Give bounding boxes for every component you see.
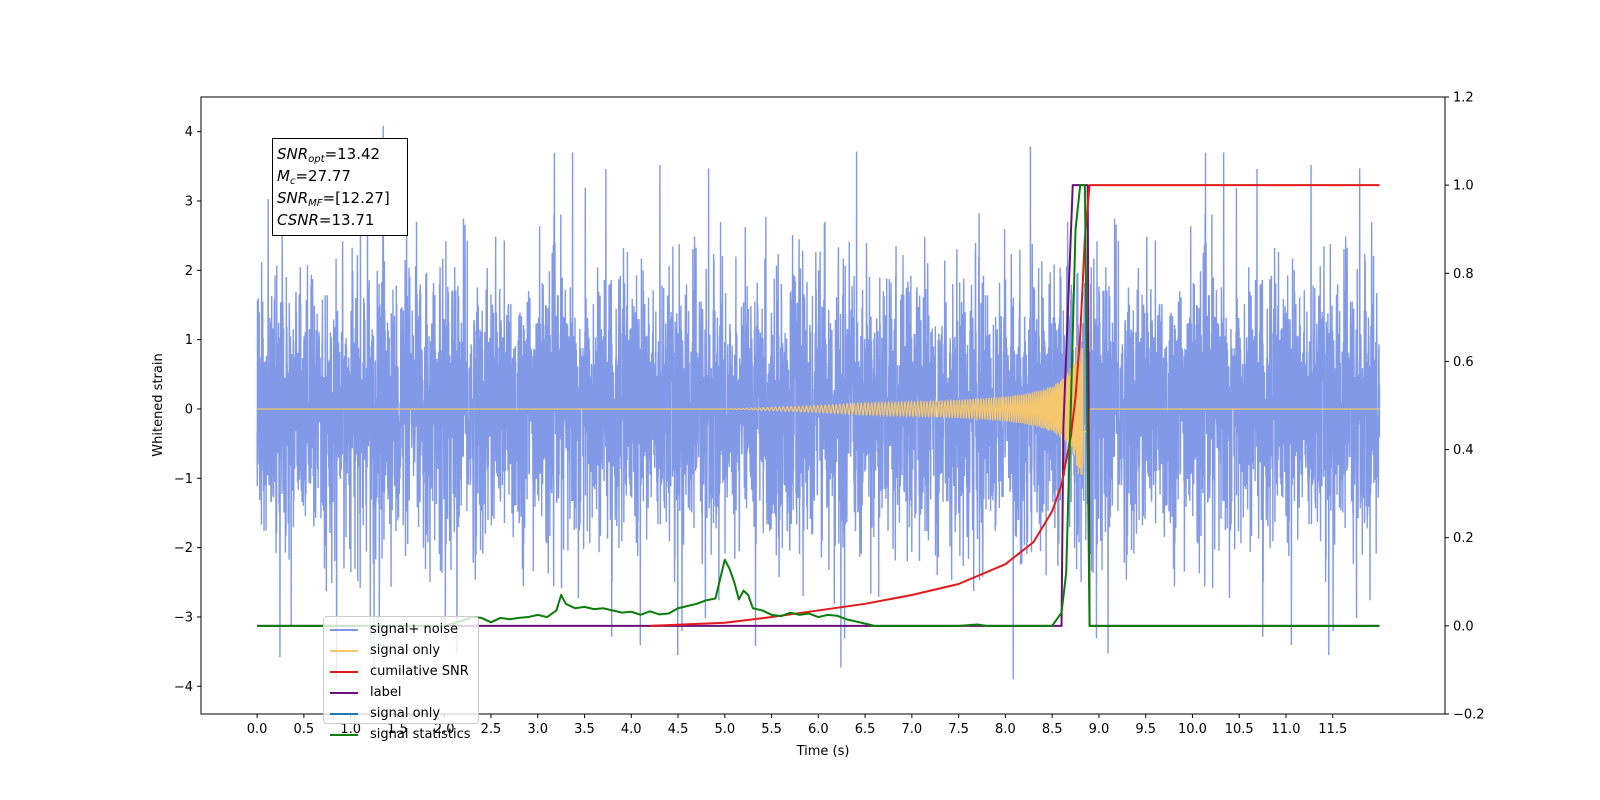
legend-label: cumilative SNR <box>370 664 469 679</box>
x-tick-label: 10.5 <box>1225 722 1254 737</box>
legend-label: signal statistics <box>370 727 471 742</box>
y-tick-label: 0 <box>185 402 193 417</box>
y-tick-label: −3 <box>174 610 193 625</box>
legend-item-label: label <box>330 682 478 703</box>
snr-info-box: SNRopt=13.42 Mc=27.77 SNRMF=[12.27] CSNR… <box>272 138 408 236</box>
series-layer <box>256 125 1381 680</box>
x-tick-label: 4.0 <box>621 722 642 737</box>
snr-mf-value: =[12.27] <box>322 189 390 207</box>
x-tick-label: 5.0 <box>714 722 735 737</box>
legend-item-signal-only-2: signal only <box>330 703 478 724</box>
legend-item-signal-only: signal only <box>330 640 478 661</box>
y-tick-label: −1 <box>174 472 193 487</box>
mc-line: Mc=27.77 <box>277 167 351 187</box>
series-line-signal-statistics <box>257 184 1380 627</box>
legend-label: label <box>370 685 402 700</box>
x-tick-label: 2.5 <box>481 722 502 737</box>
y2-tick-label: 1.2 <box>1453 91 1474 106</box>
x-tick-label: 1.0 <box>340 722 361 737</box>
x-tick-label: 3.0 <box>527 722 548 737</box>
x-tick-label: 11.5 <box>1318 722 1347 737</box>
axes-frame <box>200 96 1446 715</box>
snr-opt-line: SNRopt=13.42 <box>277 145 381 165</box>
y-tick-label: 3 <box>185 194 193 209</box>
x-axis-ticks: 0.0 0.5 1.0 1.5 2.0 2.5 3.0 3.5 4.0 4.5 5.0 5.5 6.0 6… <box>247 714 1347 737</box>
y-tick-label: 2 <box>185 264 193 279</box>
legend-item-signal-statistics: signal statistics <box>330 724 478 745</box>
y2-tick-label: −0.2 <box>1453 708 1485 723</box>
x-axis-label: Time (s) <box>796 744 850 759</box>
x-tick-label: 0.0 <box>247 722 268 737</box>
x-tick-label: 5.5 <box>761 722 782 737</box>
x-tick-label: 3.5 <box>574 722 595 737</box>
y-axis-ticks: 4 3 2 1 0 −1 −2 −3 −4 <box>174 125 201 695</box>
x-tick-label: 2.0 <box>434 722 455 737</box>
y-tick-label: 4 <box>185 125 193 140</box>
legend-swatch <box>330 628 358 631</box>
y2-tick-label: 0.0 <box>1453 619 1474 634</box>
y2-tick-label: 0.2 <box>1453 531 1474 546</box>
legend-label: signal only <box>370 706 441 721</box>
y2-axis-ticks: 1.2 1.0 0.8 0.6 0.4 0.2 0.0 −0.2 <box>1445 91 1485 723</box>
x-tick-label: 4.5 <box>668 722 689 737</box>
csnr-value: =13.71 <box>318 211 375 229</box>
x-tick-label: 9.0 <box>1089 722 1110 737</box>
x-tick-label: 7.5 <box>948 722 969 737</box>
snr-opt-value: =13.42 <box>324 145 381 163</box>
x-tick-label: 10.0 <box>1178 722 1207 737</box>
y-tick-label: 1 <box>185 333 193 348</box>
y2-tick-label: 1.0 <box>1453 179 1474 194</box>
legend-swatch <box>330 649 358 652</box>
legend-item-signal-noise: signal+ noise <box>330 619 478 640</box>
x-tick-label: 1.5 <box>387 722 408 737</box>
x-tick-label: 0.5 <box>294 722 315 737</box>
x-tick-label: 8.5 <box>1042 722 1063 737</box>
x-tick-label: 6.0 <box>808 722 829 737</box>
legend-swatch <box>330 712 358 715</box>
y2-tick-label: 0.6 <box>1453 355 1474 370</box>
legend-label: signal+ noise <box>370 622 459 637</box>
y-axis-label: Whitened strain <box>151 353 166 456</box>
y2-tick-label: 0.4 <box>1453 443 1474 458</box>
legend-label: signal only <box>370 643 441 658</box>
legend-swatch <box>330 691 358 694</box>
series-line-signal-only <box>257 345 1380 475</box>
y-tick-label: −4 <box>174 680 193 695</box>
legend-swatch <box>330 670 358 673</box>
y2-tick-label: 0.8 <box>1453 267 1474 282</box>
x-tick-label: 8.0 <box>995 722 1016 737</box>
x-tick-label: 6.5 <box>855 722 876 737</box>
legend-item-cumulative-snr: cumilative SNR <box>330 661 478 682</box>
mc-value: =27.77 <box>295 167 351 185</box>
y-tick-label: −2 <box>174 541 193 556</box>
legend-swatch <box>330 733 358 736</box>
x-tick-label: 9.5 <box>1135 722 1156 737</box>
series-line-signal-noise <box>256 125 1381 680</box>
csnr-line: CSNR=13.71 <box>277 211 375 229</box>
legend: signal+ noise signal only cumilative SNR… <box>323 616 479 742</box>
x-tick-label: 7.0 <box>902 722 923 737</box>
x-tick-label: 11.0 <box>1272 722 1301 737</box>
snr-mf-line: SNRMF=[12.27] <box>277 189 390 209</box>
